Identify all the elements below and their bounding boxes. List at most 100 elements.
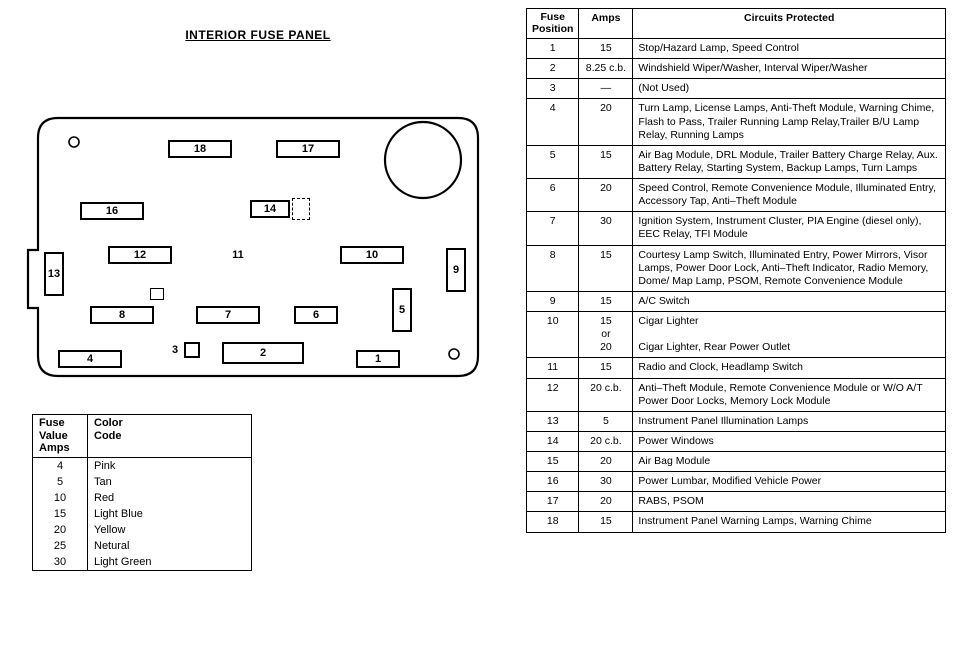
fuse-amps: 15or20 — [579, 312, 633, 358]
fuse-row-16: 1630Power Lumbar, Modified Vehicle Power — [527, 472, 946, 492]
fuse-pos: 18 — [527, 512, 579, 532]
fuse-row-4: 420Turn Lamp, License Lamps, Anti-Theft … — [527, 99, 946, 145]
color-row: 30Light Green — [33, 554, 252, 571]
fuse-row-15: 1520Air Bag Module — [527, 452, 946, 472]
fuse-row-1: 115Stop/Hazard Lamp, Speed Control — [527, 39, 946, 59]
color-row: 10Red — [33, 490, 252, 506]
fuse-circuits: Turn Lamp, License Lamps, Anti-Theft Mod… — [633, 99, 946, 145]
color-amps: 15 — [33, 506, 88, 522]
connector-dashed — [292, 198, 310, 220]
fuse-row-18: 1815Instrument Panel Warning Lamps, Warn… — [527, 512, 946, 532]
fuse-row-14: 1420 c.b.Power Windows — [527, 431, 946, 451]
fuse-pos: 4 — [527, 99, 579, 145]
color-code-table: FuseValueAmps ColorCode 4Pink5Tan10Red15… — [32, 414, 252, 571]
color-amps: 10 — [33, 490, 88, 506]
fuse-pos: 7 — [527, 212, 579, 245]
color-amps: 25 — [33, 538, 88, 554]
fuse-circuits: Air Bag Module, DRL Module, Trailer Batt… — [633, 145, 946, 178]
fuse-amps: 15 — [579, 145, 633, 178]
fuse-row-8: 815Courtesy Lamp Switch, Illuminated Ent… — [527, 245, 946, 291]
color-name: Red — [88, 490, 252, 506]
ft-hdr-circ: Circuits Protected — [633, 9, 946, 39]
color-row: 4Pink — [33, 457, 252, 474]
fuse-row-12: 1220 c.b.Anti–Theft Module, Remote Conve… — [527, 378, 946, 411]
fuse-13: 13 — [44, 252, 64, 296]
fuse-amps: 20 c.b. — [579, 378, 633, 411]
fuse-12: 12 — [108, 246, 172, 264]
fuse-pos: 9 — [527, 291, 579, 311]
fuse-circuits: Ignition System, Instrument Cluster, PIA… — [633, 212, 946, 245]
fuse-pos: 14 — [527, 431, 579, 451]
fuse-circuits: RABS, PSOM — [633, 492, 946, 512]
fuse-circuits: (Not Used) — [633, 79, 946, 99]
fuse-amps: 20 — [579, 452, 633, 472]
fuse-11: 11 — [216, 246, 260, 264]
fuse-amps: 15 — [579, 39, 633, 59]
fuse-row-3: 3—(Not Used) — [527, 79, 946, 99]
ft-hdr-pos: FusePosition — [527, 9, 579, 39]
fuse-8: 8 — [90, 306, 154, 324]
color-row: 5Tan — [33, 474, 252, 490]
fuse-4: 4 — [58, 350, 122, 368]
fuse-row-9: 915A/C Switch — [527, 291, 946, 311]
fuse-pos: 11 — [527, 358, 579, 378]
fuse-circuits: Radio and Clock, Headlamp Switch — [633, 358, 946, 378]
fuse-circuits: Stop/Hazard Lamp, Speed Control — [633, 39, 946, 59]
fuse-amps: 15 — [579, 512, 633, 532]
fuse-amps: — — [579, 79, 633, 99]
fuse-panel-diagram: INTERIOR FUSE PANEL 18171614131211109876… — [8, 28, 508, 390]
fuse-row-7: 730Ignition System, Instrument Cluster, … — [527, 212, 946, 245]
fuse-circuits: Speed Control, Remote Convenience Module… — [633, 179, 946, 212]
fuse-1: 1 — [356, 350, 400, 368]
fuse-pos: 6 — [527, 179, 579, 212]
fuse-amps: 15 — [579, 291, 633, 311]
fuse-pos: 2 — [527, 59, 579, 79]
fuse-14: 14 — [250, 200, 290, 218]
fuse-pos: 3 — [527, 79, 579, 99]
diagram-canvas: 1817161413121110987654321 — [18, 60, 498, 390]
fuse-16: 16 — [80, 202, 144, 220]
fuse-row-17: 1720RABS, PSOM — [527, 492, 946, 512]
color-name: Light Green — [88, 554, 252, 571]
color-name: Pink — [88, 457, 252, 474]
fuse-row-11: 1115Radio and Clock, Headlamp Switch — [527, 358, 946, 378]
color-hdr-color: ColorCode — [88, 415, 252, 458]
fuse-pos: 8 — [527, 245, 579, 291]
fuse-circuits: Power Lumbar, Modified Vehicle Power — [633, 472, 946, 492]
fuse-pos: 15 — [527, 452, 579, 472]
fuse-circuits: Air Bag Module — [633, 452, 946, 472]
color-amps: 5 — [33, 474, 88, 490]
fuse-row-13: 135Instrument Panel Illumination Lamps — [527, 411, 946, 431]
fuse-3 — [184, 342, 200, 358]
fuse-circuits: Courtesy Lamp Switch, Illuminated Entry,… — [633, 245, 946, 291]
fuse-amps: 8.25 c.b. — [579, 59, 633, 79]
left-column: INTERIOR FUSE PANEL 18171614131211109876… — [8, 8, 508, 571]
fuse-amps: 20 — [579, 179, 633, 212]
fuse-circuits: Instrument Panel Illumination Lamps — [633, 411, 946, 431]
fuse-9: 9 — [446, 248, 466, 292]
fuse-10: 10 — [340, 246, 404, 264]
fuse-circuits: Cigar LighterCigar Lighter, Rear Power O… — [633, 312, 946, 358]
fuse-2: 2 — [222, 342, 304, 364]
fuse-pos: 16 — [527, 472, 579, 492]
fuse-row-10: 1015or20Cigar LighterCigar Lighter, Rear… — [527, 312, 946, 358]
fuse-5: 5 — [392, 288, 412, 332]
fuse-18: 18 — [168, 140, 232, 158]
color-row: 15Light Blue — [33, 506, 252, 522]
fuse-6: 6 — [294, 306, 338, 324]
fuse-3-label: 3 — [168, 342, 182, 358]
color-name: Tan — [88, 474, 252, 490]
fuse-row-5: 515Air Bag Module, DRL Module, Trailer B… — [527, 145, 946, 178]
fuse-row-2: 28.25 c.b.Windshield Wiper/Washer, Inter… — [527, 59, 946, 79]
fuse-amps: 5 — [579, 411, 633, 431]
fuse-amps: 30 — [579, 472, 633, 492]
ft-hdr-amps: Amps — [579, 9, 633, 39]
diagram-title: INTERIOR FUSE PANEL — [8, 28, 508, 42]
fuse-pos: 1 — [527, 39, 579, 59]
fuse-amps: 30 — [579, 212, 633, 245]
fuse-circuits: A/C Switch — [633, 291, 946, 311]
color-name: Light Blue — [88, 506, 252, 522]
color-row: 20Yellow — [33, 522, 252, 538]
fuse-pos: 12 — [527, 378, 579, 411]
fuse-pos: 17 — [527, 492, 579, 512]
